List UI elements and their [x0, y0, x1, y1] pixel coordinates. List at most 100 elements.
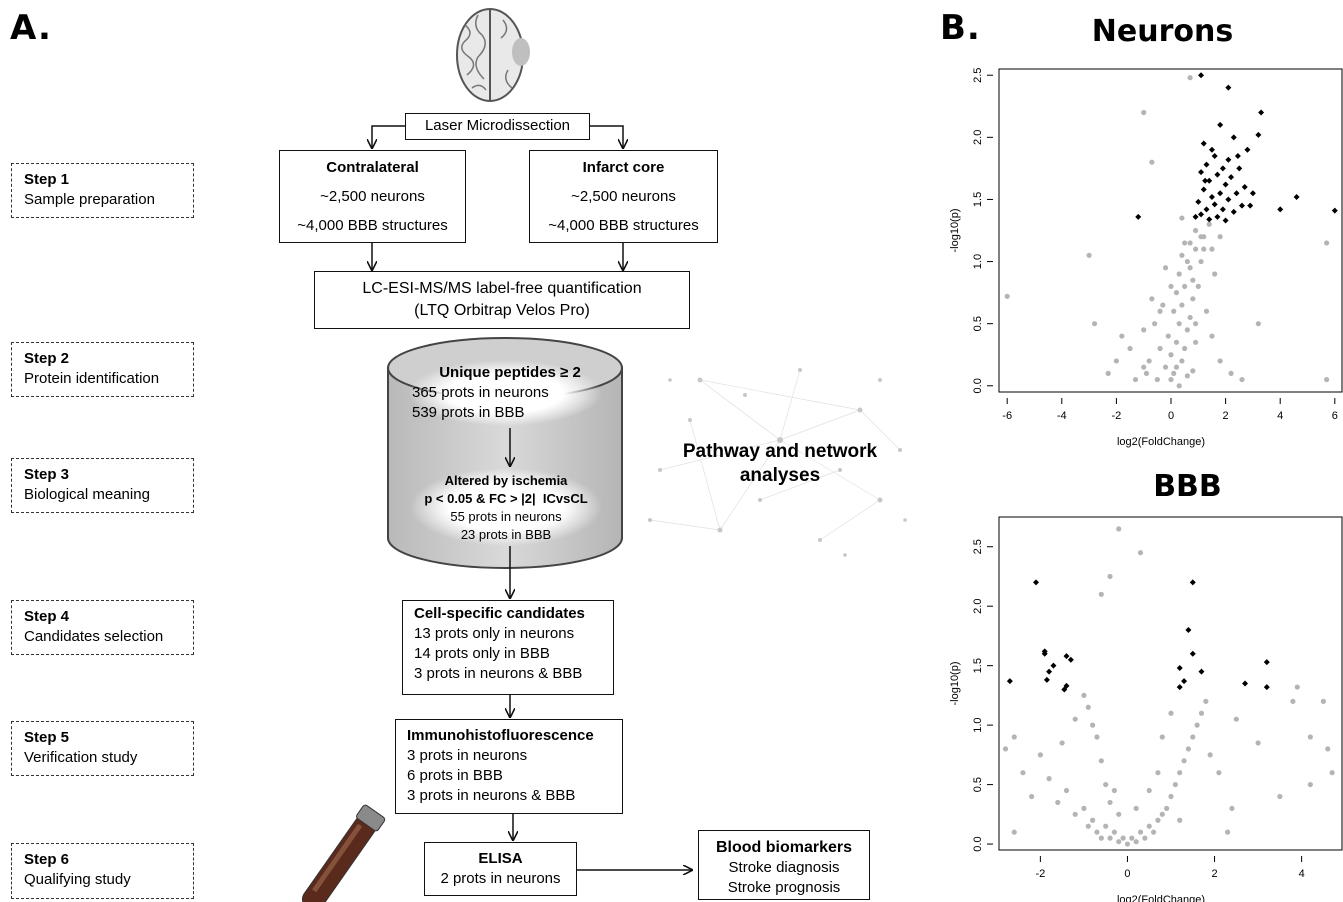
nonsignificant-point	[1141, 109, 1147, 116]
plot-frame	[998, 68, 1343, 393]
pathway-network-label: Pathway and network analyses	[655, 440, 905, 488]
x-tick-label: 0	[1124, 868, 1130, 880]
significant-point	[1242, 680, 1249, 687]
x-tick-label: -2	[1112, 410, 1122, 422]
significant-point	[1219, 165, 1226, 172]
nonsignificant-point	[1150, 829, 1157, 835]
nonsignificant-point	[1187, 314, 1193, 321]
nonsignificant-point	[1046, 776, 1052, 782]
nonsignificant-point	[1055, 799, 1061, 806]
neurons-volcano-plot: -6 -4 -2 0 2 4 6 0.0 0.5 1.0 1.5 2.0 2.5 log2(FoldCha…	[949, 68, 1343, 448]
nonsignificant-point	[1181, 758, 1187, 764]
nonsignificant-point	[1124, 841, 1131, 847]
significant-point	[1225, 156, 1232, 163]
nonsignificant-point	[1141, 364, 1147, 370]
significant-point	[1202, 177, 1209, 184]
nonsignificant-point	[1111, 787, 1117, 794]
step-4-desc: Candidates selection	[24, 628, 164, 645]
nonsignificant-point	[1154, 376, 1160, 383]
significant-point	[1067, 656, 1074, 663]
nonsignificant-point	[1094, 734, 1100, 740]
nonsignificant-point	[1176, 383, 1182, 389]
significant-point	[1249, 190, 1256, 197]
nonsignificant-point	[1168, 710, 1174, 716]
altered-criteria: p < 0.05 & FC > |2| ICvsCL	[424, 491, 588, 506]
nonsignificant-point	[1324, 240, 1330, 246]
nonsignificant-point	[1063, 787, 1070, 794]
significant-point	[1233, 190, 1240, 197]
nonsignificant-point	[1072, 716, 1078, 722]
nonsignificant-point	[1142, 835, 1148, 841]
nonsignificant-point	[1152, 321, 1158, 327]
nonsignificant-point	[1133, 839, 1139, 845]
nonsignificant-point	[1173, 364, 1180, 370]
significant-point	[1263, 659, 1270, 666]
nonsignificant-point	[1329, 770, 1335, 776]
significant-point	[1228, 174, 1235, 181]
step-4-box: Step 4 Candidates selection	[11, 600, 194, 655]
nonsignificant-point	[1217, 358, 1223, 364]
nonsignificant-point	[1179, 215, 1185, 221]
biomarkers-prognosis: Stroke prognosis	[727, 879, 841, 896]
nonsignificant-point	[1081, 805, 1087, 811]
brain-icon	[456, 8, 530, 102]
y-tick-label: 1.0	[972, 254, 984, 269]
nonsignificant-point	[1277, 793, 1283, 800]
blood-biomarkers-box: Blood biomarkers Stroke diagnosis Stroke…	[698, 830, 870, 900]
step-4-title: Step 4	[24, 608, 70, 625]
step-1-title: Step 1	[24, 171, 70, 188]
significant-point	[1206, 216, 1213, 223]
significant-point	[1185, 626, 1192, 633]
significant-point	[1203, 161, 1210, 168]
nonsignificant-point	[1255, 321, 1261, 327]
step-5-desc: Verification study	[24, 749, 138, 766]
nonsignificant-point	[1184, 258, 1190, 265]
significant-point	[1258, 109, 1265, 116]
nonsignificant-point	[1182, 240, 1188, 246]
y-axis-label: -log10(p)	[949, 661, 961, 705]
database-cylinder	[387, 337, 623, 569]
nonsignificant-point	[1162, 364, 1169, 370]
nonsignificant-point	[1325, 746, 1331, 752]
step-6-desc: Qualifying study	[24, 871, 131, 888]
y-tick-label: 2.0	[972, 599, 984, 614]
significant-point	[1206, 177, 1213, 184]
significant-point	[1225, 196, 1232, 203]
nonsignificant-point	[1177, 817, 1183, 823]
significant-point	[1033, 579, 1040, 586]
biomarkers-diagnosis: Stroke diagnosis	[728, 859, 840, 876]
significant-point	[1006, 678, 1013, 685]
y-tick-label: 2.5	[972, 539, 984, 554]
y-tick-label: 0.0	[972, 378, 984, 393]
candidates-box: Cell-specific candidates 13 prots only i…	[402, 600, 614, 695]
nonsignificant-point	[1146, 823, 1152, 829]
nonsignificant-point	[1086, 252, 1092, 258]
significant-point	[1217, 121, 1224, 128]
nonsignificant-point	[1090, 722, 1096, 728]
nonsignificant-point	[1185, 746, 1192, 752]
ihf-box: Immunohistofluorescence 3 prots in neuro…	[395, 719, 623, 814]
x-tick-label: 4	[1299, 868, 1305, 880]
x-tick-label: 2	[1223, 410, 1229, 422]
nonsignificant-point	[1168, 376, 1174, 383]
nonsignificant-point	[1201, 246, 1207, 252]
significant-point	[1181, 678, 1188, 685]
nonsignificant-point	[1173, 290, 1180, 296]
nonsignificant-point	[1094, 829, 1100, 835]
laser-microdissection-box: Laser Microdissection	[405, 113, 590, 140]
x-tick-label: 0	[1168, 410, 1174, 422]
nonsignificant-point	[1132, 376, 1139, 383]
significant-point	[1236, 165, 1243, 172]
nonsignificant-point	[1059, 740, 1065, 746]
significant-point	[1230, 134, 1237, 141]
nonsignificant-point	[1081, 692, 1087, 698]
significant-point	[1203, 206, 1210, 213]
nonsignificant-point	[1176, 271, 1182, 277]
nonsignificant-point	[1098, 758, 1104, 764]
significant-point	[1214, 213, 1221, 220]
unique-neurons: 365 prots in neurons	[412, 384, 549, 401]
significant-point	[1244, 146, 1251, 153]
nonsignificant-point	[1107, 573, 1113, 580]
significant-point	[1230, 208, 1237, 215]
significant-point	[1063, 653, 1070, 660]
